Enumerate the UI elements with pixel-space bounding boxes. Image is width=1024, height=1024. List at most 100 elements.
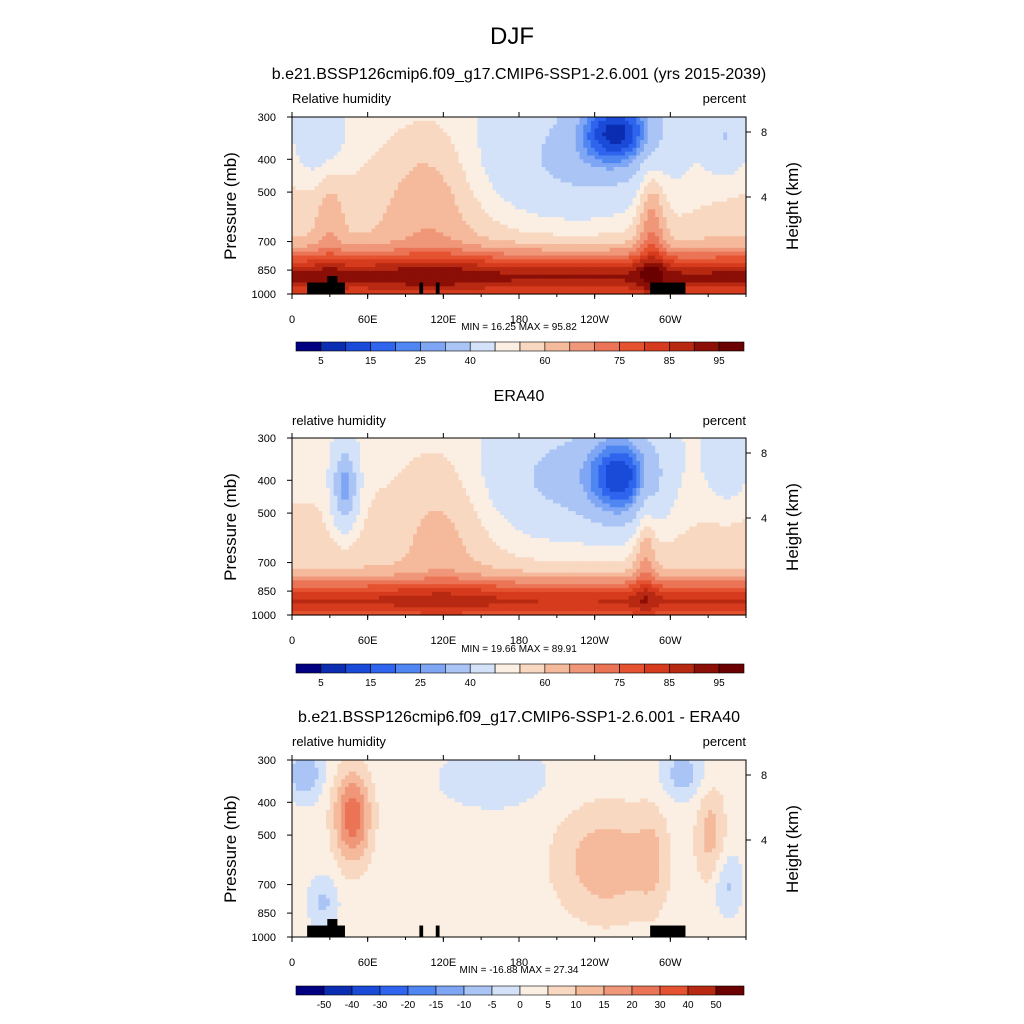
colorbar-label: 30 <box>654 1000 666 1011</box>
colorbar-swatch <box>469 663 496 674</box>
y-tick-label: 850 <box>258 586 276 598</box>
colorbar-swatch <box>718 663 745 674</box>
x-tick-label: 120E <box>430 957 456 969</box>
colorbar-label: 20 <box>626 1000 638 1011</box>
terrain-block <box>327 919 338 937</box>
y-tick-label: 400 <box>258 475 276 487</box>
units-label: percent <box>703 413 747 428</box>
colorbar-label: -20 <box>401 1000 416 1011</box>
contour-field <box>292 117 747 295</box>
terrain-block <box>435 282 440 294</box>
field-label: Relative humidity <box>292 91 391 106</box>
colorbar-swatch <box>718 341 745 352</box>
colorbar-swatch <box>544 341 571 352</box>
x-tick-label: 60W <box>659 957 682 969</box>
colorbar-swatch <box>715 985 745 996</box>
colorbar-swatch <box>445 341 471 352</box>
colorbar-label: 40 <box>465 678 477 689</box>
colorbar-swatch <box>575 985 605 996</box>
colorbar-swatch <box>619 341 645 352</box>
y2-axis-title: Height (km) <box>783 162 802 250</box>
colorbar-label: 10 <box>570 1000 582 1011</box>
y-tick-label: 300 <box>258 112 276 124</box>
colorbar-label: 25 <box>415 678 427 689</box>
y-axis-title: Pressure (mb) <box>221 152 240 260</box>
terrain-block <box>307 282 345 294</box>
terrain-block <box>435 925 440 937</box>
units-label: percent <box>703 91 747 106</box>
colorbar-swatch <box>295 985 325 996</box>
field-label: relative humidity <box>292 413 386 428</box>
colorbar-swatch <box>669 341 695 352</box>
y-tick-label: 700 <box>258 880 276 892</box>
y-tick-label: 1000 <box>252 289 276 301</box>
field-label: relative humidity <box>292 734 386 749</box>
colorbar-label: 5 <box>545 1000 551 1011</box>
colorbar-swatch <box>351 985 381 996</box>
colorbar-swatch <box>463 985 493 996</box>
colorbar-swatch <box>693 663 720 674</box>
main-title: DJF <box>490 23 534 50</box>
colorbar-swatch <box>644 341 670 352</box>
colorbar-swatch <box>594 663 620 674</box>
colorbar-swatch <box>519 341 546 352</box>
colorbar-swatch <box>547 985 577 996</box>
plot-area: 0 60E 120E 180 120W 60W 300 400 500 700 850 1000 8 4 <box>252 755 767 969</box>
colorbar-label: -10 <box>457 1000 472 1011</box>
colorbar-swatch <box>494 663 521 674</box>
colorbar-swatch <box>295 663 322 674</box>
colorbar-swatch <box>370 341 396 352</box>
colorbar-swatch <box>644 663 670 674</box>
colorbar-swatch <box>320 663 347 674</box>
colorbar-swatch <box>323 985 353 996</box>
x-tick-label: 60E <box>358 957 378 969</box>
x-tick-label: 180 <box>510 635 528 647</box>
colorbar-label: -30 <box>373 1000 388 1011</box>
colorbar-swatch <box>491 985 521 996</box>
colorbar-label: 40 <box>682 1000 694 1011</box>
colorbar-label: 15 <box>365 678 377 689</box>
terrain-block <box>650 282 686 294</box>
x-tick-label: 180 <box>510 957 528 969</box>
contour-field <box>292 760 747 938</box>
stats-label: MIN = 16.25 MAX = 95.82 <box>461 322 577 333</box>
y-tick-label: 500 <box>258 187 276 199</box>
x-tick-label: 0 <box>289 957 295 969</box>
colorbar-swatch <box>519 663 546 674</box>
colorbar-swatch <box>420 663 446 674</box>
y-axis-title: Pressure (mb) <box>221 795 240 903</box>
panel-3: b.e21.BSSP126cmip6.f09_g17.CMIP6-SSP1-2.… <box>221 709 802 1011</box>
colorbar-swatch <box>569 663 595 674</box>
colorbar-label: 95 <box>714 678 726 689</box>
stats-label: MIN = -16.88 MAX = 27.34 <box>460 965 579 976</box>
colorbar-swatch <box>469 341 496 352</box>
colorbar-swatch <box>370 663 396 674</box>
contour-field <box>292 438 747 616</box>
colorbar-swatch <box>669 663 695 674</box>
y2-axis-title: Height (km) <box>783 805 802 893</box>
y2-tick-label: 4 <box>761 835 767 847</box>
x-tick-label: 60E <box>358 314 378 326</box>
colorbar-swatch <box>445 663 471 674</box>
x-tick-label: 120W <box>580 314 609 326</box>
colorbar: -50 -40 -30 -20 -15 -10 -5 0 5 10 15 20 30 40 50 <box>295 985 745 1011</box>
x-tick-label: 60W <box>659 314 682 326</box>
colorbar-swatch <box>519 985 549 996</box>
colorbar-label: 95 <box>714 356 726 367</box>
x-tick-label: 120E <box>430 635 456 647</box>
colorbar-swatch <box>659 985 689 996</box>
plot-area: 0 60E 120E 180 120W 60W 300 400 500 700 850 1000 8 4 <box>252 112 767 326</box>
colorbar-swatch <box>544 663 571 674</box>
terrain-block <box>419 282 424 294</box>
y-tick-label: 300 <box>258 755 276 767</box>
colorbar-swatch <box>494 341 521 352</box>
terrain-block <box>327 276 338 294</box>
y-tick-label: 500 <box>258 830 276 842</box>
colorbar-swatch <box>320 341 347 352</box>
colorbar-label: 5 <box>318 356 324 367</box>
y-tick-label: 1000 <box>252 932 276 944</box>
units-label: percent <box>703 734 747 749</box>
y-tick-label: 700 <box>258 558 276 570</box>
colorbar-swatch <box>687 985 717 996</box>
